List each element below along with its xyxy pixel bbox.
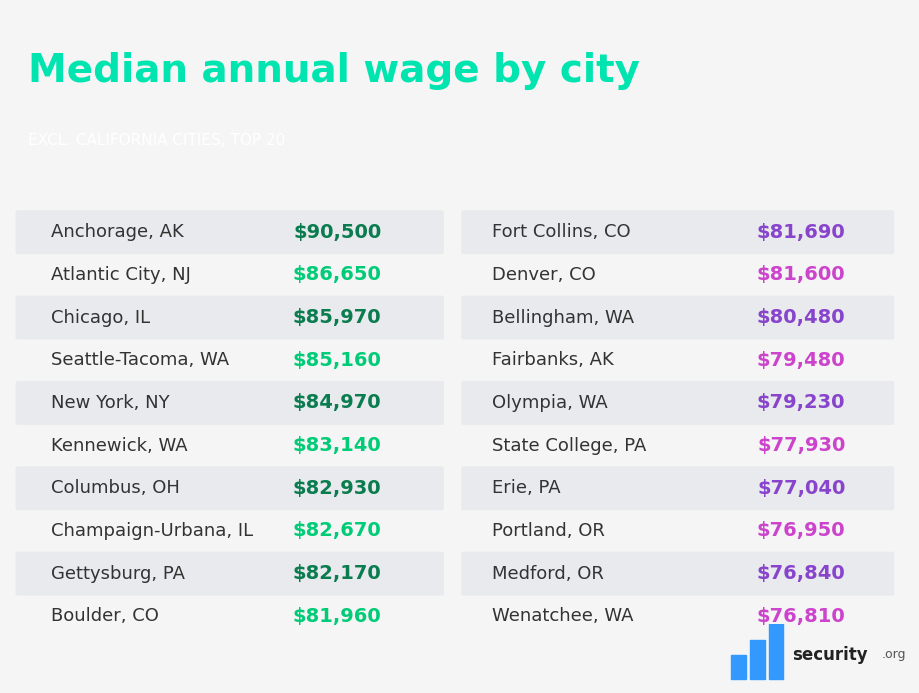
Text: $81,690: $81,690: [756, 222, 845, 242]
FancyBboxPatch shape: [461, 381, 894, 425]
Bar: [732, 655, 746, 678]
Bar: [750, 640, 765, 678]
Text: Fairbanks, AK: Fairbanks, AK: [492, 351, 613, 369]
Text: security: security: [792, 646, 868, 664]
Text: State College, PA: State College, PA: [492, 437, 646, 455]
Text: Wenatchee, WA: Wenatchee, WA: [492, 607, 633, 625]
Text: EXCL. CALIFORNIA CITIES, TOP 20: EXCL. CALIFORNIA CITIES, TOP 20: [28, 133, 285, 148]
Bar: [768, 624, 783, 678]
Text: $79,480: $79,480: [757, 351, 845, 370]
Text: Kennewick, WA: Kennewick, WA: [51, 437, 187, 455]
Text: Gettysburg, PA: Gettysburg, PA: [51, 565, 185, 583]
Text: $86,650: $86,650: [292, 265, 381, 284]
Text: $79,230: $79,230: [757, 394, 845, 412]
FancyBboxPatch shape: [461, 296, 894, 340]
FancyBboxPatch shape: [461, 552, 894, 595]
Text: $81,960: $81,960: [292, 607, 381, 626]
Text: Anchorage, AK: Anchorage, AK: [51, 223, 183, 241]
Text: .org: .org: [882, 649, 906, 661]
Text: Columbus, OH: Columbus, OH: [51, 480, 179, 498]
FancyBboxPatch shape: [461, 466, 894, 510]
Text: $82,930: $82,930: [293, 479, 381, 498]
Text: Erie, PA: Erie, PA: [492, 480, 561, 498]
Text: $85,160: $85,160: [292, 351, 381, 370]
Text: New York, NY: New York, NY: [51, 394, 169, 412]
Text: Portland, OR: Portland, OR: [492, 522, 605, 540]
Text: $76,840: $76,840: [756, 564, 845, 584]
Text: $85,970: $85,970: [293, 308, 381, 327]
FancyBboxPatch shape: [16, 296, 444, 340]
Text: Fort Collins, CO: Fort Collins, CO: [492, 223, 630, 241]
Text: Olympia, WA: Olympia, WA: [492, 394, 607, 412]
Text: Boulder, CO: Boulder, CO: [51, 607, 158, 625]
Text: $82,670: $82,670: [292, 521, 381, 541]
Text: $84,970: $84,970: [293, 394, 381, 412]
Text: $76,950: $76,950: [757, 521, 845, 541]
Text: Bellingham, WA: Bellingham, WA: [492, 308, 634, 326]
Text: $81,600: $81,600: [757, 265, 845, 284]
Text: $77,040: $77,040: [757, 479, 845, 498]
Text: $82,170: $82,170: [292, 564, 381, 584]
FancyBboxPatch shape: [16, 466, 444, 510]
FancyBboxPatch shape: [16, 552, 444, 595]
FancyBboxPatch shape: [16, 381, 444, 425]
Text: Champaign-Urbana, IL: Champaign-Urbana, IL: [51, 522, 253, 540]
Text: $76,810: $76,810: [756, 607, 845, 626]
Text: Seattle-Tacoma, WA: Seattle-Tacoma, WA: [51, 351, 229, 369]
Text: Denver, CO: Denver, CO: [492, 266, 596, 284]
FancyBboxPatch shape: [461, 210, 894, 254]
Text: Chicago, IL: Chicago, IL: [51, 308, 150, 326]
Text: $77,930: $77,930: [757, 436, 845, 455]
Text: $83,140: $83,140: [292, 436, 381, 455]
Text: Medford, OR: Medford, OR: [492, 565, 604, 583]
FancyBboxPatch shape: [16, 210, 444, 254]
Text: Median annual wage by city: Median annual wage by city: [28, 52, 640, 90]
Text: $80,480: $80,480: [757, 308, 845, 327]
Text: $90,500: $90,500: [293, 222, 381, 242]
Text: Atlantic City, NJ: Atlantic City, NJ: [51, 266, 190, 284]
